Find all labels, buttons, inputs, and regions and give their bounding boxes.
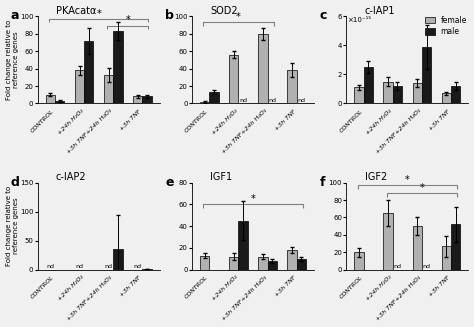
- Text: c-IAP1: c-IAP1: [365, 6, 395, 16]
- Bar: [142, 96, 152, 103]
- Bar: [238, 221, 248, 270]
- Bar: [451, 86, 460, 103]
- Text: *: *: [405, 175, 410, 185]
- Bar: [442, 93, 451, 103]
- Bar: [200, 256, 210, 270]
- Text: nd: nd: [46, 264, 55, 269]
- Text: nd: nd: [239, 97, 247, 103]
- Text: SOD2: SOD2: [210, 6, 238, 16]
- Text: a: a: [11, 9, 19, 22]
- Text: c: c: [319, 9, 327, 22]
- Bar: [287, 250, 297, 270]
- Text: *: *: [251, 194, 255, 204]
- Text: nd: nd: [105, 264, 113, 269]
- Bar: [55, 101, 64, 103]
- Bar: [297, 259, 306, 270]
- Bar: [442, 246, 451, 270]
- Text: *: *: [419, 183, 424, 193]
- Bar: [133, 96, 142, 103]
- Text: *: *: [236, 12, 241, 22]
- Text: nd: nd: [393, 264, 401, 269]
- Text: IGF2: IGF2: [365, 172, 387, 182]
- Bar: [258, 257, 268, 270]
- Text: *: *: [96, 9, 101, 19]
- Text: e: e: [165, 176, 173, 189]
- Y-axis label: Fold change relative to
reference genes: Fold change relative to reference genes: [6, 20, 18, 100]
- Legend: female, male: female, male: [426, 16, 467, 36]
- Bar: [383, 213, 393, 270]
- Bar: [364, 67, 373, 103]
- Bar: [46, 95, 55, 103]
- Bar: [355, 88, 364, 103]
- Y-axis label: Fold change relative to
reference genes: Fold change relative to reference genes: [6, 186, 18, 266]
- Bar: [287, 70, 297, 103]
- Text: IGF1: IGF1: [210, 172, 232, 182]
- Text: PKAcatα: PKAcatα: [56, 6, 96, 16]
- Bar: [142, 269, 152, 270]
- Text: nd: nd: [134, 264, 142, 269]
- Text: f: f: [319, 176, 325, 189]
- Bar: [258, 34, 268, 103]
- Bar: [113, 250, 123, 270]
- Bar: [412, 226, 422, 270]
- Text: nd: nd: [297, 97, 305, 103]
- Text: ×10⁻¹⁵: ×10⁻¹⁵: [347, 17, 372, 23]
- Bar: [210, 92, 219, 103]
- Bar: [268, 261, 277, 270]
- Bar: [84, 41, 93, 103]
- Bar: [412, 83, 422, 103]
- Text: c-IAP2: c-IAP2: [56, 172, 87, 182]
- Text: *: *: [126, 15, 130, 26]
- Bar: [104, 75, 113, 103]
- Bar: [113, 31, 123, 103]
- Text: d: d: [11, 176, 19, 189]
- Bar: [200, 102, 210, 103]
- Text: b: b: [165, 9, 174, 22]
- Bar: [383, 82, 393, 103]
- Text: nd: nd: [422, 264, 430, 269]
- Bar: [75, 70, 84, 103]
- Bar: [422, 47, 431, 103]
- Text: nd: nd: [268, 97, 276, 103]
- Bar: [229, 55, 238, 103]
- Bar: [451, 224, 460, 270]
- Text: nd: nd: [75, 264, 83, 269]
- Bar: [229, 257, 238, 270]
- Bar: [393, 86, 402, 103]
- Bar: [355, 252, 364, 270]
